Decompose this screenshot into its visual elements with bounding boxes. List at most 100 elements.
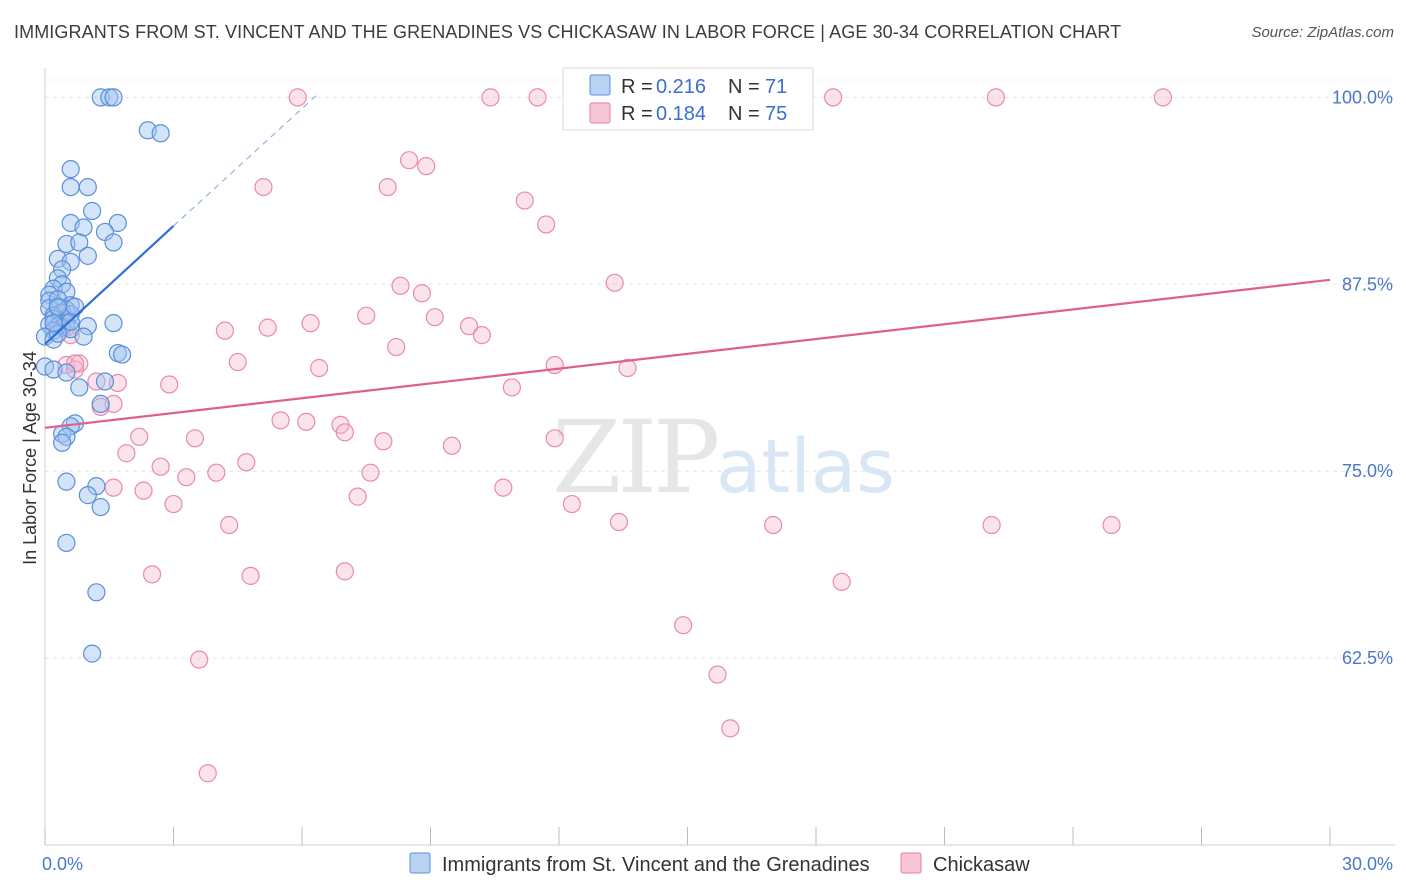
blue-trend-extension xyxy=(173,92,320,227)
pink-point-16 xyxy=(357,306,376,325)
blue-point-4 xyxy=(151,124,170,143)
pink-point-53 xyxy=(494,478,513,497)
stats-legend: R = 0.216 N = 71 R = 0.184 N = 75 xyxy=(562,67,814,131)
watermark-atlas: atlas xyxy=(716,424,895,510)
pink-point-24 xyxy=(228,352,247,372)
pink-point-13 xyxy=(605,273,624,292)
legend-r-label-pink: R = xyxy=(621,103,653,125)
trend-lines xyxy=(44,92,1331,429)
pink-point-18 xyxy=(301,314,320,333)
pink-point-54 xyxy=(164,494,183,514)
blue-trend-line xyxy=(44,225,175,345)
pink-point-1 xyxy=(481,88,500,107)
pink-point-69 xyxy=(721,719,740,738)
pink-point-40 xyxy=(130,427,149,446)
blue-point-68 xyxy=(48,297,67,316)
blue-point-14 xyxy=(70,233,89,252)
blue-point-6 xyxy=(78,177,97,197)
pink-point-17 xyxy=(425,308,444,327)
pink-point-27 xyxy=(618,358,637,378)
pink-point-5 xyxy=(986,88,1006,107)
pink-point-11 xyxy=(515,191,534,210)
pink-point-63 xyxy=(241,566,260,585)
legend-n-label-blue: N = xyxy=(728,76,760,98)
legend-n-label-pink: N = xyxy=(728,103,760,125)
blue-point-15 xyxy=(104,233,123,252)
pink-point-21 xyxy=(459,317,479,336)
pink-point-14 xyxy=(391,276,410,295)
blue-point-16 xyxy=(78,246,97,265)
blue-point-54 xyxy=(91,394,110,414)
series-legend: Immigrants from St. Vincent and the Gren… xyxy=(409,852,1030,876)
legend-r-label-blue: R = xyxy=(621,76,653,98)
pink-point-57 xyxy=(609,512,629,532)
pink-point-51 xyxy=(104,478,123,497)
legend-swatch-pink xyxy=(589,102,611,124)
y-tick-label-1: 87.5% xyxy=(1342,274,1393,294)
blue-point-44 xyxy=(74,327,93,346)
pink-point-10 xyxy=(378,177,397,197)
pink-point-48 xyxy=(177,468,196,487)
blue-point-10 xyxy=(74,218,93,237)
series-legend-label-blue: Immigrants from St. Vincent and the Gren… xyxy=(442,854,870,876)
pink-point-45 xyxy=(117,444,136,463)
pink-point-61 xyxy=(220,515,239,535)
pink-trend-line xyxy=(44,278,1331,429)
pink-point-19 xyxy=(215,321,234,340)
blue-point-53 xyxy=(70,378,89,397)
pink-point-55 xyxy=(348,487,367,506)
data-points xyxy=(35,88,1173,783)
pink-point-56 xyxy=(562,494,581,514)
axes xyxy=(44,68,1395,846)
legend-swatch-blue xyxy=(589,74,611,96)
watermark: ZIP atlas xyxy=(552,399,895,516)
blue-point-48 xyxy=(112,345,132,364)
pink-point-33 xyxy=(502,378,521,397)
pink-point-25 xyxy=(310,358,329,378)
y-axis-title: In Labor Force | Age 30-34 xyxy=(20,351,40,565)
pink-point-49 xyxy=(207,463,226,482)
pink-point-58 xyxy=(764,515,783,535)
blue-point-52 xyxy=(95,372,115,391)
pink-point-9 xyxy=(254,177,273,197)
x-tick-label-0: 0.0% xyxy=(42,854,83,874)
series-legend-swatch-blue xyxy=(409,852,431,874)
blue-point-59 xyxy=(53,433,72,452)
blue-point-64 xyxy=(57,533,76,553)
pink-point-0 xyxy=(288,88,307,107)
chart-title: IMMIGRANTS FROM ST. VINCENT AND THE GREN… xyxy=(14,22,1122,42)
pink-point-50 xyxy=(361,463,380,482)
series-legend-swatch-pink xyxy=(900,852,922,874)
x-tick-label-1: 30.0% xyxy=(1342,854,1393,874)
blue-point-5 xyxy=(61,160,80,179)
watermark-zip: ZIP xyxy=(552,399,717,516)
blue-point-62 xyxy=(78,486,97,505)
blue-point-7 xyxy=(61,177,80,197)
pink-point-15 xyxy=(412,284,432,303)
pink-point-65 xyxy=(832,572,851,591)
pink-point-43 xyxy=(545,429,564,448)
pink-point-23 xyxy=(387,337,406,357)
series-legend-label-pink: Chickasaw xyxy=(933,854,1030,876)
y-tick-label-3: 62.5% xyxy=(1342,648,1393,668)
pink-point-7 xyxy=(399,151,419,170)
pink-point-2 xyxy=(528,88,547,107)
pink-point-26 xyxy=(545,355,564,375)
pink-point-32 xyxy=(160,375,179,394)
blue-point-63 xyxy=(91,497,110,517)
pink-point-36 xyxy=(271,411,290,430)
blue-point-42 xyxy=(104,314,123,333)
pink-point-62 xyxy=(142,565,162,584)
y-tick-label-2: 75.0% xyxy=(1342,461,1393,481)
tick-labels: 100.0% 87.5% 75.0% 62.5% 0.0% 30.0% xyxy=(42,87,1393,874)
blue-point-19 xyxy=(53,260,72,279)
blue-point-39 xyxy=(78,317,97,336)
pink-point-70 xyxy=(198,764,217,783)
blue-point-70 xyxy=(44,314,63,333)
pink-point-46 xyxy=(237,453,256,472)
pink-point-44 xyxy=(442,436,462,455)
pink-point-6 xyxy=(1153,88,1173,107)
legend-r-value-blue: 0.216 xyxy=(656,76,706,98)
y-tick-label-0: 100.0% xyxy=(1332,87,1393,107)
